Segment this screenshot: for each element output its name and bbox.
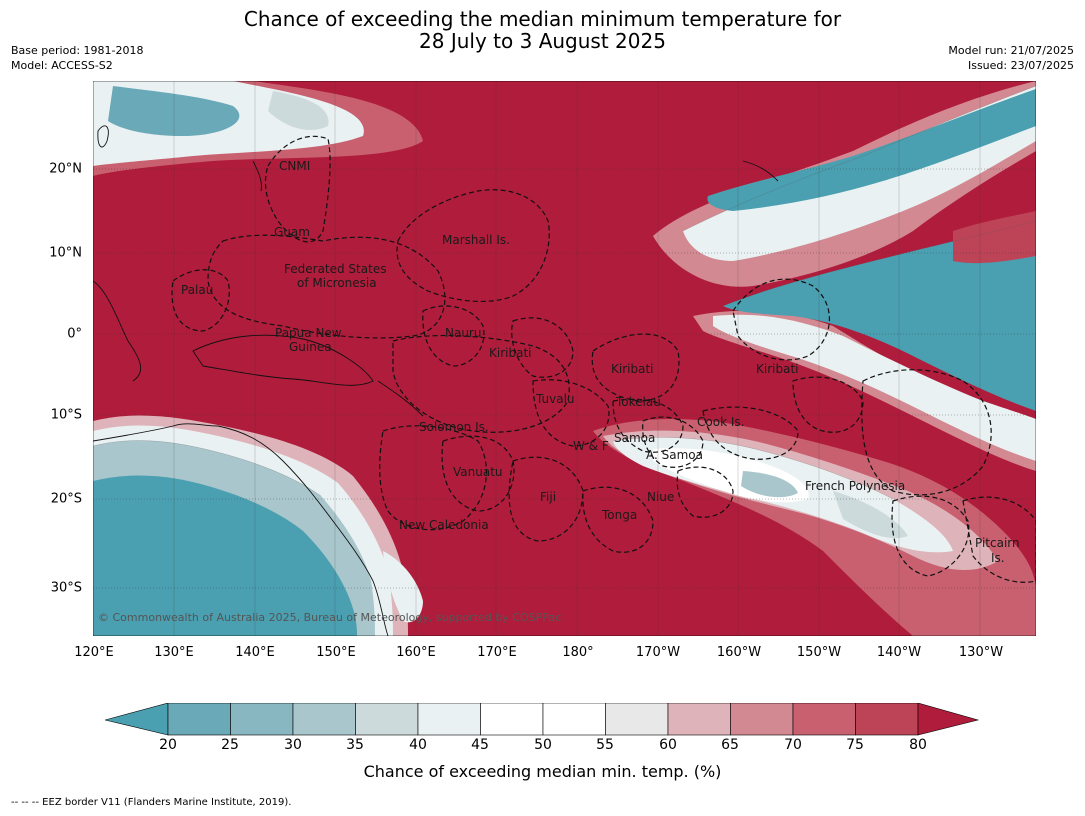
lon-tick-160w: 160°W xyxy=(716,645,762,660)
label-fsm-2: of Micronesia xyxy=(297,276,377,290)
colorbar-high-extend xyxy=(917,703,980,736)
title-line-2: 28 July to 3 August 2025 xyxy=(419,29,666,53)
colorbar-swatch xyxy=(542,703,606,736)
colorbar-swatch xyxy=(167,703,231,736)
lon-tick-140e: 140°E xyxy=(235,645,275,660)
label-png-1: Papua New xyxy=(275,326,342,340)
title-line-1: Chance of exceeding the median minimum t… xyxy=(243,7,842,31)
coastlines xyxy=(93,125,779,636)
probability-map: CNMI Guam Marshall Is. Federated States … xyxy=(93,81,1036,636)
model-name: Model: ACCESS-S2 xyxy=(11,59,113,72)
graticule xyxy=(93,168,1036,589)
eez-footnote: -- -- -- EEZ border V11 (Flanders Marine… xyxy=(11,797,292,808)
colorbar-low-extend xyxy=(105,703,169,736)
sw-cool-area xyxy=(93,415,423,636)
label-wf: W & F xyxy=(573,439,609,453)
colorbar-swatch xyxy=(417,703,481,736)
colorbar-tick-40: 40 xyxy=(409,737,427,753)
colorbar-tick-45: 45 xyxy=(471,737,489,753)
label-solomon: Solomon Is. xyxy=(419,420,489,434)
colorbar-swatch xyxy=(230,703,294,736)
lon-tick-120e: 120°E xyxy=(74,645,114,660)
colorbar-tick-60: 60 xyxy=(659,737,677,753)
lon-tick-130e: 130°E xyxy=(154,645,194,660)
model-run: Model run: 21/07/2025 xyxy=(948,44,1074,57)
colorbar-tick-55: 55 xyxy=(596,737,614,753)
label-cook: Cook Is. xyxy=(697,415,744,429)
meta-left: Base period: 1981-2018 Model: ACCESS-S2 xyxy=(11,43,143,73)
colorbar-tick-65: 65 xyxy=(721,737,739,753)
contour-lines xyxy=(93,85,1036,500)
colorbar-label: Chance of exceeding median min. temp. (%… xyxy=(363,762,722,781)
colorbar-tick-50: 50 xyxy=(534,737,552,753)
label-french-polynesia: French Polynesia xyxy=(805,479,905,493)
lat-tick-30s: 30°S xyxy=(50,580,82,596)
lat-tick-0: 0° xyxy=(67,326,82,342)
label-png-2: Guinea xyxy=(289,340,332,354)
label-marshall: Marshall Is. xyxy=(442,233,510,247)
colorbar-swatch xyxy=(730,703,794,736)
label-fsm-1: Federated States xyxy=(284,262,386,276)
label-tonga: Tonga xyxy=(601,508,637,522)
colorbar-swatch xyxy=(355,703,419,736)
lon-tick-180: 180° xyxy=(562,645,594,660)
label-samoa: Samoa xyxy=(614,431,655,445)
colorbar-swatch xyxy=(292,703,356,736)
colorbar-swatch xyxy=(480,703,544,736)
label-asamoa: A. Samoa xyxy=(646,448,703,462)
lon-tick-140w: 140°W xyxy=(876,645,922,660)
label-kiribati-central: Kiribati xyxy=(611,362,653,376)
lon-tick-160e: 160°E xyxy=(396,645,436,660)
lat-tick-20n: 20°N xyxy=(49,161,82,177)
label-kiribati-west: Kiribati xyxy=(489,346,531,360)
lon-tick-170e: 170°E xyxy=(477,645,517,660)
colorbar-tick-30: 30 xyxy=(284,737,302,753)
nw-cool-area xyxy=(93,81,423,176)
label-new-caledonia: New Caledonia xyxy=(399,518,489,532)
eez-borders xyxy=(171,135,1036,583)
label-vanuatu: Vanuatu xyxy=(453,465,503,479)
colorbar-tick-80: 80 xyxy=(909,737,927,753)
ne-cool-area xyxy=(653,81,1036,471)
label-fiji: Fiji xyxy=(540,490,556,504)
label-pitcairn-1: Pitcairn xyxy=(975,536,1020,550)
colorbar-tick-25: 25 xyxy=(221,737,239,753)
label-palau: Palau xyxy=(181,283,213,297)
lon-tick-150e: 150°E xyxy=(316,645,356,660)
south-central-cool-area xyxy=(593,419,1036,636)
label-tuvalu: Tuvalu xyxy=(535,392,575,406)
colorbar-swatch xyxy=(667,703,731,736)
lat-tick-20s: 20°S xyxy=(50,491,82,507)
label-tokelau: Tokelau xyxy=(615,395,661,409)
colorbar-swatch xyxy=(605,703,669,736)
lon-tick-170w: 170°W xyxy=(635,645,681,660)
label-cnmi: CNMI xyxy=(279,159,310,173)
colorbar-tick-20: 20 xyxy=(159,737,177,753)
colorbar-tick-70: 70 xyxy=(784,737,802,753)
meta-right: Model run: 21/07/2025 Issued: 23/07/2025 xyxy=(948,43,1074,73)
issued-date: Issued: 23/07/2025 xyxy=(967,59,1074,72)
colorbar-swatch xyxy=(855,703,919,736)
colorbar-swatch xyxy=(792,703,856,736)
lon-tick-150w: 150°W xyxy=(796,645,842,660)
label-niue: Niue xyxy=(647,490,674,504)
colorbar-tick-75: 75 xyxy=(846,737,864,753)
copyright-notice: © Commonwealth of Australia 2025, Bureau… xyxy=(98,611,561,624)
base-period: Base period: 1981-2018 xyxy=(11,44,144,57)
region-labels: CNMI Guam Marshall Is. Federated States … xyxy=(181,159,1020,565)
map-title: Chance of exceeding the median minimum t… xyxy=(0,8,1085,52)
label-guam: Guam xyxy=(274,225,310,239)
colorbar-tick-35: 35 xyxy=(346,737,364,753)
meridians xyxy=(173,81,981,636)
lon-tick-130w: 130°W xyxy=(958,645,1004,660)
lat-tick-10n: 10°N xyxy=(49,245,82,261)
label-pitcairn-2: Is. xyxy=(991,551,1005,565)
lat-tick-10s: 10°S xyxy=(50,407,82,423)
label-nauru: Nauru xyxy=(445,326,481,340)
colorbar xyxy=(105,703,980,736)
label-kiribati-east: Kiribati xyxy=(756,362,798,376)
